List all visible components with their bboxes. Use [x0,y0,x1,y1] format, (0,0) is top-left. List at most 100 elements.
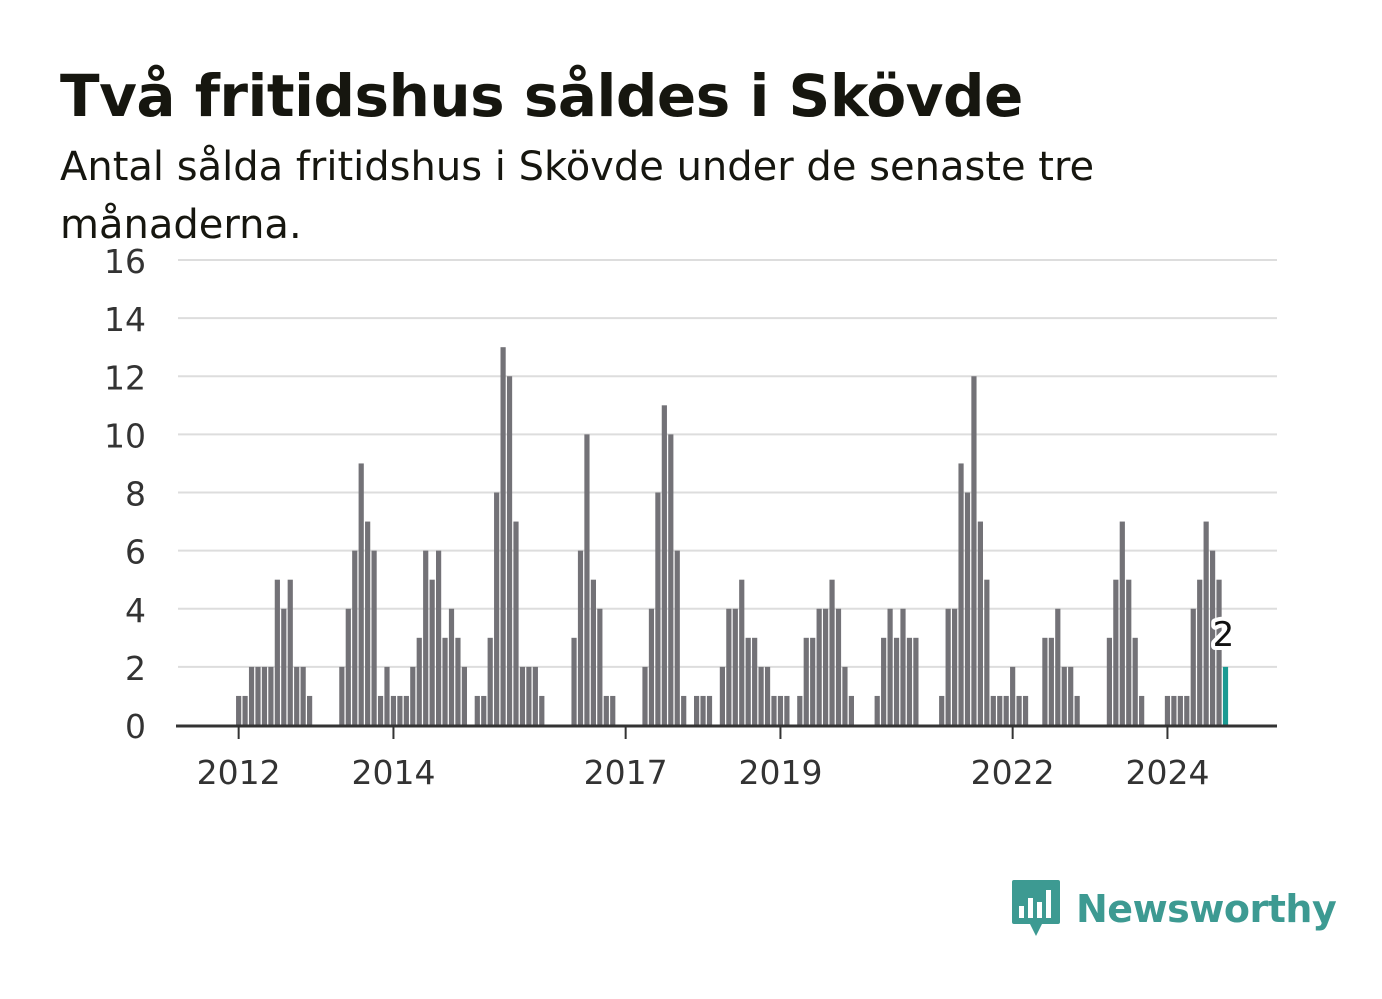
y-tick-label: 10 [104,416,146,455]
bar [300,666,306,726]
bar [771,695,777,725]
bar [390,695,397,725]
x-tick-label: 2022 [971,753,1055,792]
bar [1210,550,1216,726]
bar [1010,666,1016,726]
bar [352,550,358,726]
bar [1171,695,1177,725]
bar [481,695,487,725]
bar [797,695,803,725]
bar [526,666,532,726]
y-axis-labels: 0 2 4 6 8 10 12 14 16 [104,242,146,746]
bar [719,666,725,726]
bar [1164,695,1171,725]
bar [642,666,648,726]
y-tick-label: 4 [125,591,146,630]
bar [584,434,590,726]
y-tick-label: 8 [125,475,146,514]
bar [365,521,371,725]
bar [519,666,526,726]
last-value-label: 2 [1213,615,1235,655]
bar [1132,637,1138,725]
chart-subtitle: Antal sålda fritidshus i Skövde under de… [60,144,1095,248]
bar [913,637,919,725]
bar [829,579,835,725]
bar [952,608,958,725]
bar [603,695,609,725]
bar [1042,637,1048,725]
bar [590,579,596,725]
bar [823,608,829,725]
bar [1055,608,1061,725]
bar [268,666,274,726]
bar [429,579,435,725]
bar [339,666,345,726]
bar [494,492,500,725]
bar [500,347,506,725]
bar [384,666,390,726]
bar [281,608,287,725]
bar [274,579,280,725]
bar [1190,608,1196,725]
bar [1048,637,1054,725]
bar [236,695,242,725]
x-tick-label: 2012 [197,753,281,792]
bar [1074,695,1080,725]
bar [1126,579,1132,725]
bar [474,695,480,725]
brand-name: Newsworthy [1076,887,1337,931]
bar [810,637,816,725]
bar [971,376,977,725]
bar [752,637,758,725]
bar [242,695,248,725]
bar [758,666,764,726]
bar [700,695,706,725]
bar [539,695,545,725]
bar [345,608,351,725]
bar [745,637,751,725]
bar [990,695,996,725]
bar [423,550,429,726]
x-tick-label: 2017 [584,753,668,792]
bar [442,637,448,725]
bar [532,666,538,726]
bar [513,521,519,725]
bar [1016,695,1022,725]
x-axis: 2012 2014 2017 2019 2022 2024 [176,724,1277,792]
bar [1119,521,1125,725]
newsworthy-logo: Newsworthy [1010,878,1337,940]
bar [661,405,667,725]
bar [403,695,409,725]
bar [777,695,784,725]
bar [739,579,745,725]
bar [1197,579,1203,725]
bar [694,695,700,725]
y-tick-label: 16 [104,242,146,281]
bar [597,608,603,725]
bar [397,695,403,725]
bar [1139,695,1145,725]
bar [816,608,822,725]
bar [1022,695,1029,725]
bar [803,637,809,725]
bar [416,637,422,725]
bar [610,695,616,725]
bar [1203,521,1209,725]
y-tick-label: 2 [125,649,146,688]
bar [487,637,493,725]
chart-title: Två fritidshus såldes i Skövde [60,62,1023,130]
bar [307,695,313,725]
bar-latest [1222,666,1229,726]
y-tick-label: 12 [104,358,146,397]
bar [261,666,268,726]
x-tick-label: 2024 [1125,753,1209,792]
bar [377,695,384,725]
bar [1177,695,1183,725]
bar [1061,666,1067,726]
bar [732,608,738,725]
bar [655,492,661,725]
bar [358,463,364,725]
bar [842,666,848,726]
bar [887,608,893,725]
